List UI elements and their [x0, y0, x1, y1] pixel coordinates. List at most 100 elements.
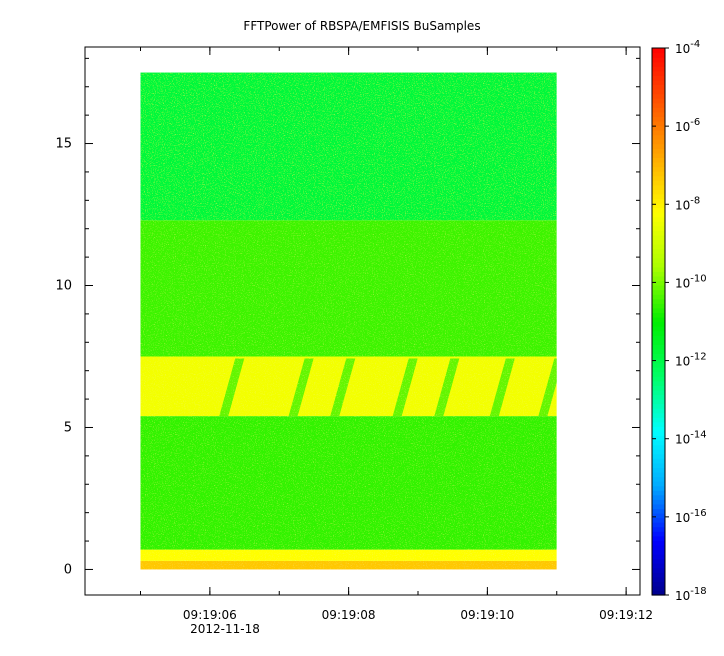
colorbar-segment: [652, 535, 665, 541]
colorbar-segment: [652, 490, 665, 496]
colorbar-segment: [652, 503, 665, 509]
colorbar-segment: [652, 262, 665, 268]
colorbar-segment: [652, 389, 665, 396]
y-tick-label: 5: [64, 420, 72, 435]
spectrogram-band: [140, 416, 557, 550]
chorus-element: [434, 358, 460, 417]
colorbar-segment: [652, 412, 665, 418]
colorbar-segment: [652, 458, 665, 464]
colorbar-segment: [652, 321, 665, 327]
colorbar-segment: [652, 61, 665, 67]
colorbar-segment: [652, 394, 665, 400]
colorbar-segment: [652, 89, 665, 95]
colorbar-segment: [652, 189, 665, 195]
colorbar-segment: [652, 198, 665, 204]
colorbar-segment: [652, 271, 665, 277]
colorbar-segment: [652, 508, 665, 514]
colorbar-segment: [652, 567, 665, 573]
colorbar-segment: [652, 417, 665, 423]
colorbar-segment: [652, 471, 665, 478]
colorbar-segment: [652, 385, 665, 391]
chorus-element: [330, 358, 356, 417]
colorbar-segment: [652, 558, 665, 564]
colorbar-segment: [652, 207, 665, 213]
colorbar-segment: [652, 84, 665, 90]
chorus-element: [219, 358, 245, 417]
colorbar-segment: [652, 553, 665, 560]
colorbar-segment: [652, 398, 665, 405]
colorbar-tick-label: 10-16: [675, 508, 707, 525]
chorus-element: [288, 358, 314, 417]
colorbar: 10-18 10-16 10-14 10-12 10-10 10-8 10-6 10-4: [651, 39, 707, 603]
colorbar-tick-label: 10-4: [675, 39, 700, 56]
colorbar-tick-label: 10-12: [675, 352, 707, 369]
colorbar-segment: [652, 326, 665, 332]
colorbar-segment: [652, 335, 665, 341]
colorbar-segment: [652, 307, 665, 313]
colorbar-segment: [652, 193, 665, 200]
colorbar-segment: [652, 453, 665, 459]
colorbar-segment: [652, 312, 665, 318]
x-tick-label: 09:19:06: [183, 608, 237, 622]
colorbar-segment: [652, 70, 665, 76]
colorbar-segment: [652, 348, 665, 355]
colorbar-segment: [652, 590, 665, 596]
y-tick-label: 10: [55, 279, 72, 294]
colorbar-tick-label: 10-6: [675, 117, 700, 134]
colorbar-segment: [652, 289, 665, 295]
colorbar-segment: [652, 280, 665, 286]
colorbar-segment: [652, 239, 665, 245]
colorbar-segment: [652, 253, 665, 259]
colorbar-segment: [652, 161, 665, 168]
colorbar-segment: [652, 549, 665, 555]
colorbar-segment: [652, 522, 665, 528]
y-tick-label: 15: [55, 137, 72, 152]
colorbar-segment: [652, 102, 665, 108]
colorbar-segment: [652, 467, 665, 473]
colorbar-segment: [652, 444, 665, 450]
colorbar-segment: [652, 526, 665, 532]
colorbar-segment: [652, 171, 665, 177]
colorbar-segment: [652, 512, 665, 519]
chorus-element: [392, 358, 418, 417]
colorbar-segment: [652, 248, 665, 254]
spectrogram-band: [140, 549, 557, 561]
colorbar-segment: [652, 563, 665, 569]
colorbar-segment: [652, 166, 665, 172]
colorbar-segment: [652, 148, 665, 154]
spectrogram-band: [140, 220, 557, 357]
colorbar-segment: [652, 440, 665, 446]
colorbar-segment: [652, 66, 665, 72]
colorbar-segment: [652, 75, 665, 81]
chorus-element: [489, 358, 515, 417]
colorbar-tick-label: 10-8: [675, 195, 700, 212]
colorbar-segment: [652, 353, 665, 359]
colorbar-segment: [652, 499, 665, 505]
colorbar-segment: [652, 544, 665, 551]
colorbar-segment: [652, 48, 665, 54]
colorbar-segment: [652, 316, 665, 323]
x-axis: 09:19:06 09:19:08 09:19:10 09:19:12: [140, 47, 653, 622]
spectrogram-band: [140, 72, 557, 221]
colorbar-segment: [652, 139, 665, 145]
colorbar-segment: [652, 462, 665, 468]
colorbar-segment: [652, 303, 665, 309]
colorbar-segment: [652, 294, 665, 300]
colorbar-frame: [651, 47, 666, 596]
colorbar-segment: [652, 225, 665, 231]
colorbar-segment: [652, 485, 665, 491]
colorbar-segment: [652, 576, 665, 582]
colorbar-segment: [652, 275, 665, 282]
colorbar-tick-label: 10-10: [675, 273, 707, 290]
colorbar-segment: [652, 339, 665, 345]
colorbar-segment: [652, 435, 665, 441]
y-axis: 0 5 10 15: [55, 57, 640, 577]
spectrogram-image: [140, 72, 557, 570]
colorbar-segment: [652, 531, 665, 537]
colorbar-segment: [652, 79, 665, 86]
colorbar-segment: [652, 449, 665, 455]
colorbar-segment: [652, 134, 665, 140]
colorbar-segment: [652, 107, 665, 113]
colorbar-segment: [652, 116, 665, 122]
colorbar-segment: [652, 93, 665, 99]
